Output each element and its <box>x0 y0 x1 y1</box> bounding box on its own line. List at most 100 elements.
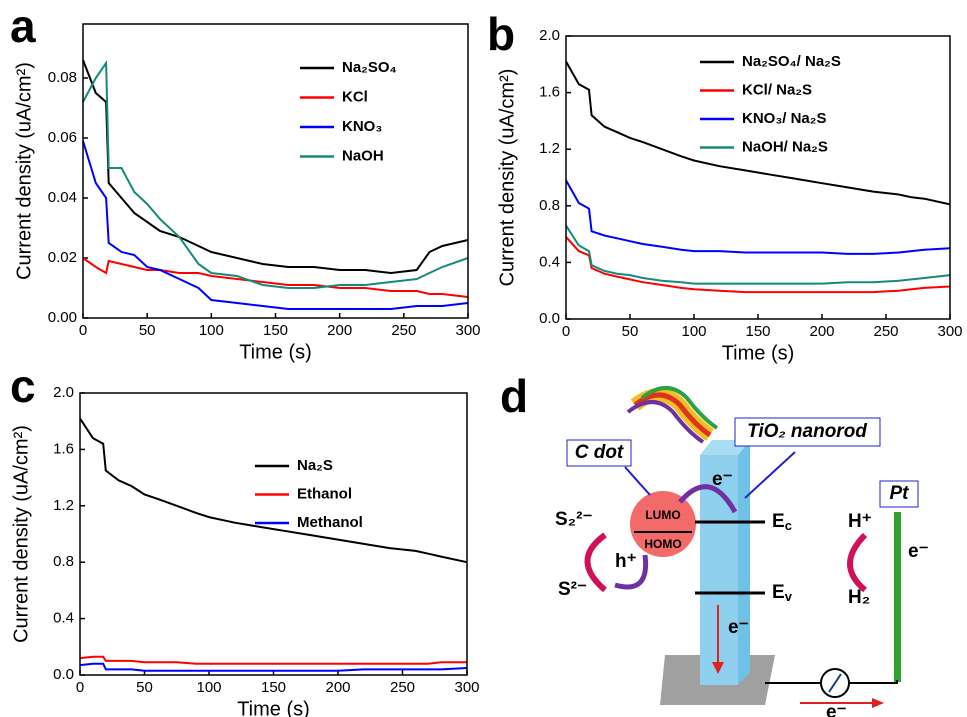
label-box <box>879 480 919 508</box>
hole-arrow <box>614 554 649 590</box>
series-line <box>79 662 468 672</box>
ec-label: Ec <box>772 511 792 533</box>
x-tick-label: 100 <box>196 679 221 696</box>
x-tick-label: 100 <box>199 322 224 339</box>
x-tick-label: 250 <box>390 679 415 696</box>
series-line <box>79 655 467 665</box>
y-tick-label: 0.02 <box>48 249 77 266</box>
x-axis-label: Time (s) <box>722 342 795 364</box>
legend-label: KCl/ Na₂S <box>742 81 812 98</box>
y-axis-label: Current density (uA/cm²) <box>13 62 35 280</box>
legend-label: Methanol <box>297 514 363 531</box>
y-tick-label: 2.0 <box>53 384 74 401</box>
pt-label: Pt <box>890 483 910 504</box>
ev-label: Ev <box>772 582 793 604</box>
x-tick-label: 0 <box>76 679 84 696</box>
x-tick-label: 100 <box>681 323 706 340</box>
y-tick-label: 0.00 <box>48 309 77 326</box>
x-tick-label: 0 <box>79 322 87 339</box>
series-line <box>82 59 469 289</box>
x-tick-label: 300 <box>455 322 480 339</box>
pt-electrode <box>894 512 901 682</box>
legend-label: KNO₃/ Na₂S <box>742 110 826 127</box>
x-tick-label: 250 <box>873 323 898 340</box>
panel-label: b <box>487 8 515 60</box>
x-tick-label: 150 <box>745 323 770 340</box>
diagram: d LUMO HOMO Ec Ev C dot TiO₂ nanorod e⁻ … <box>500 370 929 717</box>
plot-frame <box>79 392 468 676</box>
legend-label: KCl <box>342 88 368 105</box>
h-arrow <box>847 532 868 593</box>
x-tick-label: 200 <box>809 323 834 340</box>
wire <box>849 680 898 684</box>
series-line <box>565 61 951 206</box>
y-tick-label: 1.6 <box>53 440 74 457</box>
legend-label: Na₂SO₄ <box>342 59 397 76</box>
x-tick-label: 200 <box>325 679 350 696</box>
series-line <box>565 236 951 294</box>
wire-electron: e⁻ <box>826 702 847 717</box>
series-line <box>82 59 469 275</box>
x-tick-label: 150 <box>261 679 286 696</box>
ammeter-needle <box>828 673 842 693</box>
x-tick-label: 50 <box>622 323 639 340</box>
lumo: LUMO <box>645 508 680 522</box>
panel-label: c <box>10 360 36 412</box>
legend-label: NaOH <box>342 147 384 164</box>
tio2-label: TiO₂ nanorod <box>747 421 867 442</box>
y-tick-label: 0.4 <box>539 253 560 270</box>
electron-arrow <box>678 484 738 514</box>
light <box>640 386 719 430</box>
label-box <box>734 417 881 447</box>
y-tick-label: 0.4 <box>53 610 74 627</box>
rod-side <box>738 440 750 685</box>
c-dot <box>630 491 696 557</box>
h-plus: H⁺ <box>848 511 872 532</box>
plot-frame <box>565 35 951 320</box>
y-tick-label: 0.08 <box>48 69 77 86</box>
x-tick-label: 0 <box>562 323 570 340</box>
y-axis-label: Current density (uA/cm²) <box>496 69 518 287</box>
pointer <box>744 451 796 499</box>
x-tick-label: 250 <box>391 322 416 339</box>
pt-electron: e⁻ <box>908 541 929 562</box>
light <box>626 400 705 444</box>
series-line <box>82 140 469 310</box>
legend-label: Ethanol <box>297 485 352 502</box>
x-axis-label: Time (s) <box>239 341 312 363</box>
y-tick-label: 0.0 <box>539 310 560 327</box>
c-dot-label: C dot <box>575 442 624 463</box>
y-tick-label: 1.2 <box>53 497 74 514</box>
label-box <box>566 439 632 467</box>
y-tick-label: 0.04 <box>48 189 77 206</box>
y-tick-label: 1.6 <box>539 84 560 101</box>
x-tick-label: 300 <box>454 679 479 696</box>
y-tick-label: 1.2 <box>539 140 560 157</box>
series-line <box>565 225 951 285</box>
pointer <box>624 466 651 496</box>
s2-2: S₂²⁻ <box>555 509 592 530</box>
s2: S²⁻ <box>558 579 587 600</box>
panel-label: d <box>500 370 528 422</box>
legend-label: Na₂SO₄/ Na₂S <box>742 53 841 70</box>
series-line <box>79 417 468 564</box>
x-tick-label: 200 <box>327 322 352 339</box>
y-axis-label: Current density (uA/cm²) <box>10 425 32 643</box>
h2: H₂ <box>848 587 870 608</box>
y-tick-label: 2.0 <box>539 27 560 44</box>
plot-frame <box>82 23 469 319</box>
hole: h⁺ <box>615 551 637 572</box>
homo: HOMO <box>644 537 681 551</box>
redox-arrow <box>584 532 608 593</box>
series-line <box>565 179 951 255</box>
series-line <box>82 257 469 298</box>
arrowhead <box>872 698 884 708</box>
electron: e⁻ <box>712 469 733 490</box>
arrowhead <box>712 662 724 674</box>
y-tick-label: 0.06 <box>48 129 77 146</box>
legend-label: Na₂S <box>297 457 333 474</box>
light <box>633 392 712 438</box>
rod-electron: e⁻ <box>728 617 749 638</box>
x-tick-label: 50 <box>136 679 153 696</box>
